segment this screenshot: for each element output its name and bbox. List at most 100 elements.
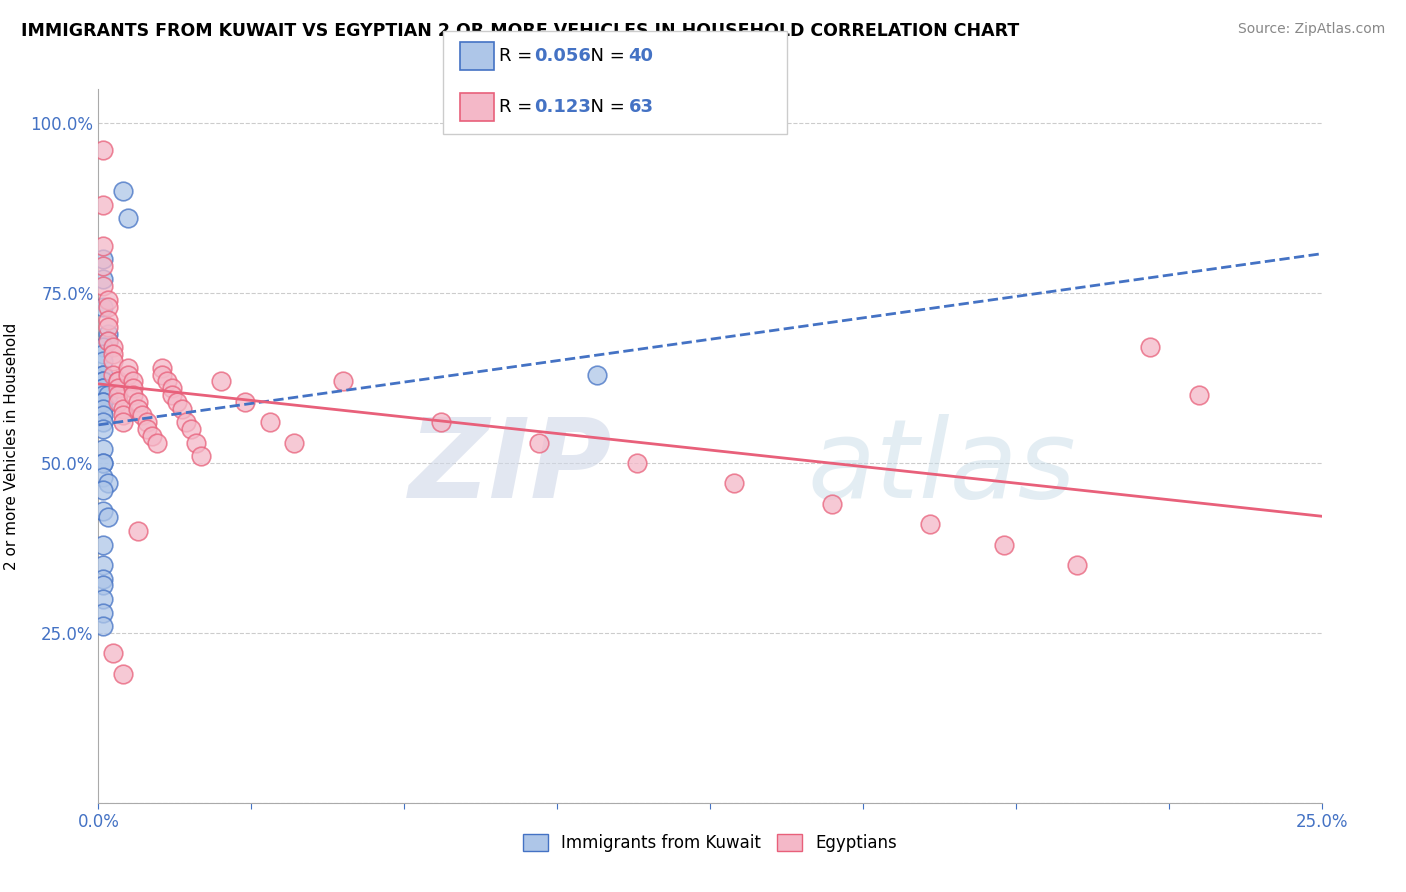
Point	[127, 394, 149, 409]
Text: R =: R =	[499, 47, 538, 65]
Point	[920, 517, 942, 532]
Point	[821, 497, 844, 511]
Point	[91, 300, 114, 314]
Point	[160, 381, 183, 395]
Point	[91, 442, 114, 457]
Point	[91, 368, 114, 382]
Point	[91, 381, 114, 395]
Point	[107, 381, 129, 395]
Point	[97, 388, 120, 402]
Point	[91, 606, 114, 620]
Point	[91, 394, 114, 409]
Point	[166, 394, 188, 409]
Point	[190, 449, 212, 463]
Point	[91, 469, 114, 483]
Point	[101, 354, 124, 368]
Point	[111, 184, 134, 198]
Text: R =: R =	[499, 98, 538, 116]
Point	[723, 476, 745, 491]
Point	[101, 368, 124, 382]
Point	[430, 415, 453, 429]
Point	[117, 360, 139, 375]
Point	[91, 394, 114, 409]
Point	[91, 619, 114, 633]
Point	[136, 422, 159, 436]
Point	[91, 381, 114, 395]
Point	[97, 320, 120, 334]
Point	[131, 409, 153, 423]
Point	[91, 558, 114, 572]
Text: ZIP: ZIP	[409, 414, 612, 521]
Point	[97, 300, 120, 314]
Point	[156, 375, 179, 389]
Text: N =: N =	[579, 47, 631, 65]
Text: Source: ZipAtlas.com: Source: ZipAtlas.com	[1237, 22, 1385, 37]
Point	[1188, 388, 1211, 402]
Point	[1139, 341, 1161, 355]
Point	[91, 537, 114, 551]
Text: 63: 63	[628, 98, 654, 116]
Point	[91, 415, 114, 429]
Point	[150, 368, 173, 382]
Point	[121, 388, 143, 402]
Point	[117, 211, 139, 226]
Point	[107, 375, 129, 389]
Point	[101, 646, 124, 660]
Point	[91, 578, 114, 592]
Point	[146, 435, 169, 450]
Text: 0.056: 0.056	[534, 47, 591, 65]
Point	[127, 524, 149, 538]
Point	[111, 401, 134, 416]
Point	[91, 572, 114, 586]
Text: atlas: atlas	[808, 414, 1077, 521]
Point	[527, 435, 550, 450]
Point	[176, 415, 198, 429]
Point	[91, 591, 114, 606]
Point	[91, 456, 114, 470]
Point	[586, 368, 609, 382]
Point	[91, 238, 114, 252]
Point	[91, 483, 114, 498]
Point	[150, 360, 173, 375]
Point	[136, 415, 159, 429]
Point	[97, 334, 120, 348]
Point	[186, 435, 208, 450]
Text: 40: 40	[628, 47, 654, 65]
Point	[993, 537, 1015, 551]
Text: N =: N =	[579, 98, 631, 116]
Point	[111, 409, 134, 423]
Point	[1066, 558, 1088, 572]
Point	[101, 347, 124, 361]
Point	[107, 388, 129, 402]
Text: 0.123: 0.123	[534, 98, 591, 116]
Point	[97, 476, 120, 491]
Point	[91, 388, 114, 402]
Point	[97, 293, 120, 307]
Point	[97, 334, 120, 348]
Point	[209, 375, 232, 389]
Point	[91, 368, 114, 382]
Point	[626, 456, 648, 470]
Y-axis label: 2 or more Vehicles in Household: 2 or more Vehicles in Household	[4, 322, 20, 570]
Point	[107, 375, 129, 389]
Point	[91, 375, 114, 389]
Point	[91, 422, 114, 436]
Point	[97, 326, 120, 341]
Point	[91, 456, 114, 470]
Point	[91, 144, 114, 158]
Point	[91, 347, 114, 361]
Point	[91, 341, 114, 355]
Point	[259, 415, 281, 429]
Point	[91, 375, 114, 389]
Point	[160, 388, 183, 402]
Point	[127, 401, 149, 416]
Point	[91, 503, 114, 517]
Point	[233, 394, 256, 409]
Point	[91, 279, 114, 293]
Point	[91, 401, 114, 416]
Text: IMMIGRANTS FROM KUWAIT VS EGYPTIAN 2 OR MORE VEHICLES IN HOUSEHOLD CORRELATION C: IMMIGRANTS FROM KUWAIT VS EGYPTIAN 2 OR …	[21, 22, 1019, 40]
Point	[111, 666, 134, 681]
Point	[107, 394, 129, 409]
Point	[91, 259, 114, 273]
Point	[91, 272, 114, 286]
